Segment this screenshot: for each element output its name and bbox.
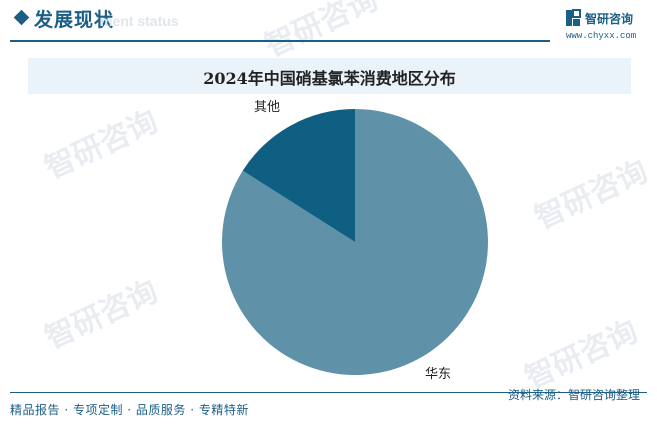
page-header: 发展现状 ment status 智研咨询 www.chyxx.com	[0, 0, 657, 42]
logo-name: 智研咨询	[585, 11, 634, 26]
chart-title: 2024年中国硝基氯苯消费地区分布	[203, 69, 456, 88]
site-url: www.chyxx.com	[566, 31, 637, 41]
logo-icon	[566, 9, 581, 26]
data-source: 资料来源：智研咨询整理	[508, 388, 641, 402]
pie-slice-other	[242, 109, 355, 242]
section-title: 发展现状	[34, 9, 115, 31]
chart-title-band: 2024年中国硝基氯苯消费地区分布	[28, 58, 631, 94]
footer-tagline: 精品报告 · 专项定制 · 品质服务 · 专精特新	[10, 403, 249, 417]
footer-divider	[10, 392, 647, 393]
header-divider	[10, 40, 550, 42]
section-title-en: ment status	[100, 13, 179, 29]
slice-label: 华东	[425, 367, 451, 382]
brand-logo: 智研咨询	[565, 9, 633, 27]
slice-label: 其他	[254, 100, 280, 115]
